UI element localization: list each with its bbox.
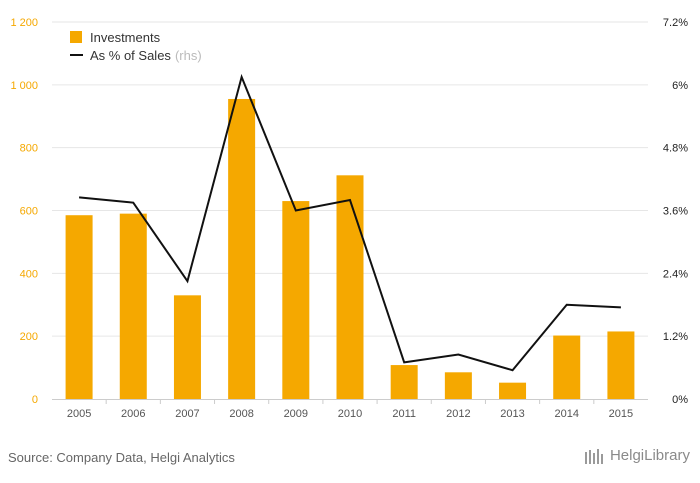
left-tick-label: 200 <box>20 331 38 343</box>
right-tick-label: 6% <box>672 80 688 92</box>
right-tick-label: 0% <box>672 394 688 406</box>
legend-label-investments: Investments <box>90 30 161 45</box>
right-tick-label: 7.2% <box>663 17 688 29</box>
brand-name: HelgiLibrary <box>609 447 690 464</box>
investment-bar <box>553 335 581 399</box>
investment-bar <box>65 215 93 399</box>
investment-bar <box>282 201 310 399</box>
legend-label-pct-sales-main: As % of Sales <box>90 48 171 63</box>
legend-label-pct-sales: As % of Sales (rhs) <box>90 48 202 63</box>
left-tick-label: 1 000 <box>10 80 38 92</box>
left-tick-label: 400 <box>20 268 38 280</box>
legend: Investments As % of Sales (rhs) <box>70 30 202 63</box>
right-tick-label: 1.2% <box>663 331 688 343</box>
right-tick-label: 2.4% <box>663 268 688 280</box>
x-tick-label: 2010 <box>338 408 362 420</box>
investment-bar <box>228 98 256 400</box>
x-tick-label: 2005 <box>67 408 91 420</box>
x-tick-label: 2014 <box>554 408 578 420</box>
left-tick-label: 800 <box>20 143 38 155</box>
x-tick-label: 2009 <box>284 408 308 420</box>
source-note: Source: Company Data, Helgi Analytics <box>8 450 235 465</box>
x-tick-label: 2012 <box>446 408 470 420</box>
library-icon <box>584 448 603 464</box>
investment-bar <box>390 365 418 399</box>
left-tick-label: 1 200 <box>10 17 38 29</box>
investment-bar <box>499 382 527 399</box>
x-tick-label: 2006 <box>121 408 145 420</box>
pct-sales-line <box>78 73 622 372</box>
left-tick-label: 0 <box>32 394 38 406</box>
investment-bar <box>444 372 472 399</box>
axes: 0 200 400 600 800 1 000 1 200 0% 1.2% 2.4% 3.6% 4.8… <box>10 17 688 420</box>
legend-label-rhs-note: (rhs) <box>175 48 202 63</box>
x-tick-label: 2011 <box>392 408 416 420</box>
left-tick-label: 600 <box>20 206 38 218</box>
investment-bar <box>336 175 364 399</box>
investment-bar <box>173 295 201 399</box>
x-tick-label: 2007 <box>175 408 199 420</box>
chart: 0 200 400 600 800 1 000 1 200 0% 1.2% 2.4% 3.6% 4.8… <box>10 17 688 420</box>
legend-swatch-investments <box>70 31 82 43</box>
investment-bar <box>607 331 635 399</box>
investment-bars <box>65 98 635 400</box>
right-tick-label: 3.6% <box>663 206 688 218</box>
x-tick-label: 2015 <box>609 408 633 420</box>
investment-bar <box>119 213 147 399</box>
brand-logo: HelgiLibrary <box>584 447 690 464</box>
x-tick-label: 2013 <box>500 408 524 420</box>
x-tick-label: 2008 <box>229 408 253 420</box>
right-tick-label: 4.8% <box>663 143 688 155</box>
